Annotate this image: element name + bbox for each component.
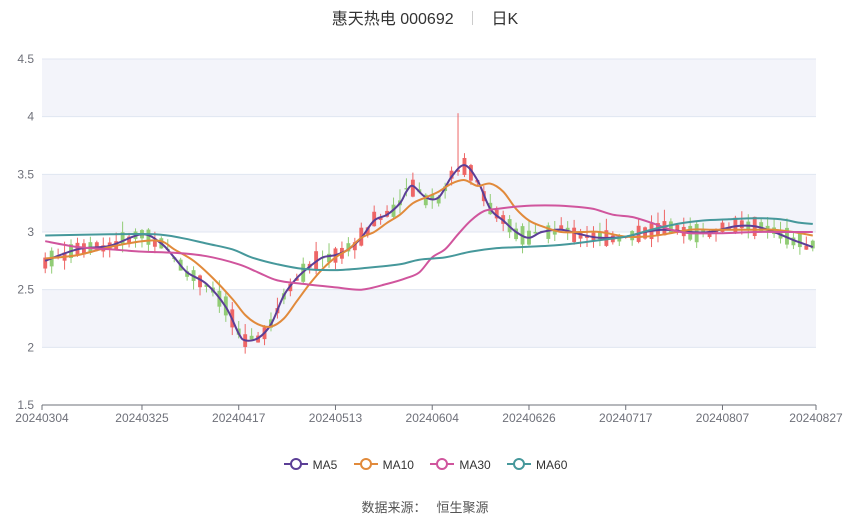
- legend-label-ma10: MA10: [382, 458, 414, 472]
- plot-band: [42, 59, 816, 117]
- candle-body: [720, 222, 725, 232]
- legend-circle-ma30: [436, 458, 449, 470]
- x-tick-label: 20240807: [696, 411, 750, 425]
- x-tick-label: 20240626: [502, 411, 556, 425]
- candle-body: [430, 194, 435, 201]
- candle-body: [668, 221, 673, 233]
- candle-body: [127, 236, 132, 245]
- candle-body: [552, 229, 557, 235]
- candle-body: [152, 239, 157, 247]
- plot-band: [42, 174, 816, 232]
- data-source: 数据来源： 恒生聚源: [0, 497, 850, 516]
- candle-body: [449, 170, 454, 179]
- candle-body: [378, 216, 383, 220]
- y-tick-label: 3.5: [17, 167, 34, 181]
- y-tick-label: 1.5: [17, 398, 34, 412]
- candle-body: [597, 232, 602, 240]
- candle-body: [346, 243, 351, 252]
- candle-body: [791, 237, 796, 246]
- x-tick-label: 20240325: [115, 411, 169, 425]
- candle-body: [249, 335, 254, 340]
- x-tick-label: 20240304: [15, 411, 69, 425]
- candle-body: [204, 284, 209, 287]
- candle-body: [462, 157, 467, 175]
- legend-label-ma30: MA30: [459, 458, 491, 472]
- plot-band: [42, 347, 816, 405]
- candle-body: [733, 217, 738, 233]
- y-tick-label: 4.5: [17, 52, 34, 66]
- legend-label-ma5: MA5: [312, 458, 338, 472]
- legend-marker-ma30-icon: [430, 458, 455, 470]
- candle-body: [804, 245, 809, 250]
- candle-body: [423, 194, 428, 206]
- candle-body: [572, 227, 577, 242]
- stock-name: 惠天热电 000692: [331, 11, 454, 28]
- candle-body: [772, 227, 777, 235]
- candle-body: [43, 257, 48, 269]
- candle-body: [436, 196, 441, 204]
- candle-body: [559, 225, 564, 231]
- period-label: 日K: [491, 11, 519, 28]
- candle-body: [365, 227, 370, 235]
- x-tick-label: 20240604: [406, 411, 460, 425]
- source-label: 数据来源：: [361, 500, 427, 515]
- candle-body: [494, 209, 499, 219]
- candle-body: [797, 233, 802, 248]
- candle-body: [410, 179, 415, 197]
- y-tick-label: 4: [27, 110, 34, 124]
- y-tick-label: 3: [27, 225, 34, 239]
- title-divider: [472, 11, 474, 25]
- candle-body: [185, 271, 190, 277]
- candle-body: [739, 220, 744, 229]
- legend-marker-ma10-icon: [353, 458, 378, 470]
- legend-circle-ma5: [289, 458, 302, 470]
- legend-item-ma60[interactable]: MA60: [506, 457, 567, 472]
- x-tick-label: 20240827: [789, 411, 843, 425]
- legend-item-ma30[interactable]: MA30: [429, 457, 491, 472]
- legend-marker-ma5-icon: [283, 458, 308, 470]
- candle-body: [404, 188, 409, 190]
- x-tick-label: 20240513: [309, 411, 363, 425]
- legend-marker-ma60-icon: [507, 458, 532, 470]
- candle-body: [514, 228, 519, 240]
- candle-body: [120, 232, 125, 245]
- candle-body: [352, 242, 357, 251]
- legend-circle-ma60: [513, 458, 526, 470]
- candle-body: [785, 227, 789, 245]
- ma-line-ma30: [45, 204, 813, 291]
- candle-body: [714, 230, 718, 233]
- candle-body: [675, 224, 680, 233]
- x-tick-label: 20240417: [212, 411, 266, 425]
- candle-body: [533, 231, 538, 234]
- legend-item-ma5[interactable]: MA5: [283, 457, 338, 472]
- candle-body: [198, 275, 202, 288]
- candle-body: [617, 237, 622, 242]
- plot-band: [42, 116, 816, 175]
- candle-body: [94, 242, 99, 250]
- legend-label-ma60: MA60: [536, 458, 568, 472]
- legend-circle-ma10: [359, 458, 372, 470]
- candle-body: [578, 232, 583, 239]
- chart-title: 惠天热电 000692 日K: [0, 5, 850, 29]
- legend: MA5 MA10 MA30 MA60: [0, 457, 850, 472]
- candle-body: [468, 165, 473, 181]
- plot-band: [42, 289, 816, 348]
- candle-body: [372, 211, 377, 227]
- legend-item-ma10[interactable]: MA10: [353, 457, 414, 472]
- candle-body: [701, 229, 706, 233]
- candle-body: [810, 240, 815, 249]
- candle-body: [146, 229, 151, 245]
- candle-body: [456, 169, 460, 172]
- candle-body: [546, 225, 551, 239]
- y-tick-label: 2: [27, 340, 34, 354]
- ma-line-ma10: [45, 179, 813, 328]
- candle-body: [327, 253, 331, 263]
- y-tick-label: 2.5: [17, 283, 34, 297]
- ma-line-ma60: [45, 217, 813, 272]
- x-tick-label: 20240717: [599, 411, 653, 425]
- source-value: 恒生聚源: [436, 500, 489, 515]
